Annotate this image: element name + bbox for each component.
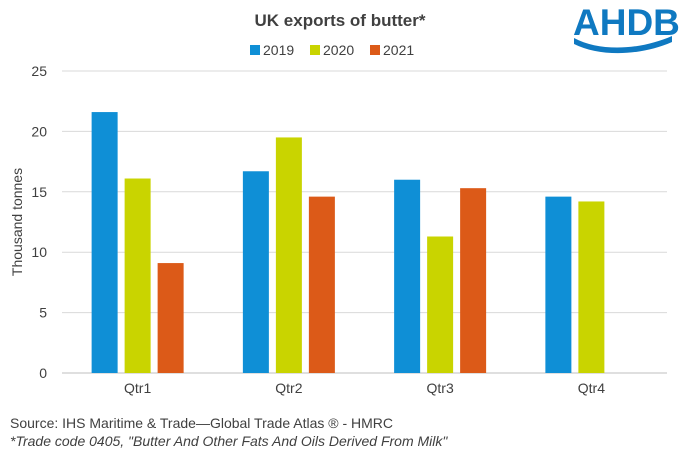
legend-swatch-2020 (310, 45, 320, 55)
x-tick-label: Qtr4 (578, 380, 605, 396)
bar-2019-qtr4 (545, 196, 572, 373)
bar-2020-qtr2 (275, 137, 302, 373)
x-tick-label: Qtr1 (124, 380, 151, 396)
bar-2020-qtr3 (427, 236, 454, 373)
legend-label-2020: 2020 (323, 42, 354, 58)
y-tick-label: 15 (31, 184, 47, 200)
legend-label-2021: 2021 (383, 42, 414, 58)
y-axis-label: Thousand tonnes (9, 168, 25, 276)
bar-2021-qtr2 (308, 196, 335, 373)
legend: 2019 2020 2021 (250, 42, 414, 58)
y-tick-label: 20 (31, 123, 47, 139)
bar-2019-qtr2 (242, 171, 269, 373)
y-tick-label: 25 (31, 63, 47, 79)
trade-code-note: *Trade code 0405, "Butter And Other Fats… (10, 433, 448, 449)
x-tick-label: Qtr2 (275, 380, 302, 396)
bar-2020-qtr1 (124, 178, 151, 373)
bar-2019-qtr1 (91, 112, 118, 374)
source-note: Source: IHS Maritime & Trade—Global Trad… (10, 415, 393, 431)
gridlines (62, 70, 667, 374)
logo-text: AHDB (573, 2, 680, 43)
bar-2020-qtr4 (578, 201, 605, 373)
bar-2019-qtr3 (394, 179, 421, 373)
x-tick-label: Qtr3 (427, 380, 454, 396)
legend-swatch-2021 (370, 45, 380, 55)
y-axis-ticks: 0 5 10 15 20 25 (31, 63, 47, 381)
legend-label-2019: 2019 (263, 42, 294, 58)
y-tick-label: 10 (31, 244, 47, 260)
y-tick-label: 5 (39, 305, 47, 321)
y-tick-label: 0 (39, 365, 47, 381)
ahdb-logo: AHDB (573, 2, 680, 54)
bars (91, 112, 605, 374)
legend-swatch-2019 (250, 45, 260, 55)
chart-title: UK exports of butter* (255, 11, 426, 30)
bar-2021-qtr1 (157, 263, 184, 373)
logo-swoosh-icon (574, 36, 672, 54)
x-axis-ticks: Qtr1 Qtr2 Qtr3 Qtr4 (124, 380, 605, 396)
bar-2021-qtr3 (460, 188, 487, 373)
